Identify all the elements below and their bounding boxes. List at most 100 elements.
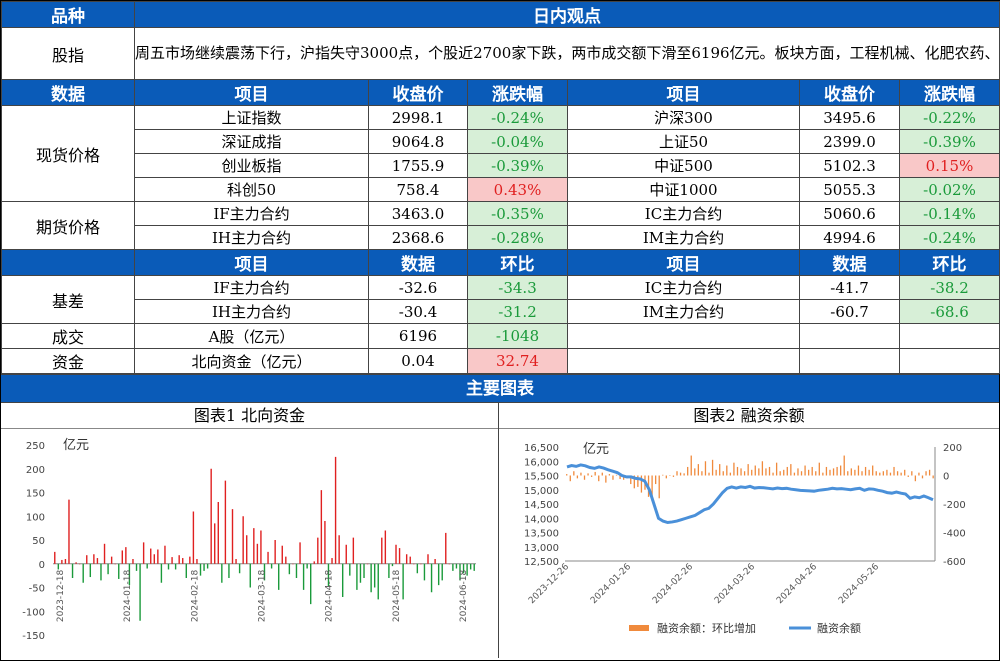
bar [875, 471, 877, 476]
table-row: 成交 A股（亿元） 6196 -1048 [1, 323, 1000, 349]
change-value: -0.24% [899, 225, 1000, 250]
bar [391, 563, 394, 567]
bar [786, 466, 788, 476]
bar [740, 468, 742, 476]
bar [829, 469, 831, 476]
bar [246, 535, 248, 564]
futures-label: 期货价格 [1, 201, 135, 250]
charts-row: 图表1 北向资金 亿元 250 200 150 100 50 0 -50 -100 -150 202… [1, 402, 999, 658]
basis-value: -32.6 [368, 275, 468, 300]
close-value: 758.4 [368, 177, 468, 202]
bar [711, 459, 714, 476]
bar [434, 559, 436, 564]
capital-name: 北向资金（亿元） [134, 348, 369, 374]
bar [441, 563, 443, 581]
y-tick-label: 0 [39, 560, 45, 571]
bar [569, 475, 571, 482]
bar [413, 563, 415, 565]
change-value: 0.43% [467, 177, 568, 202]
bar [918, 472, 920, 476]
bar [132, 559, 134, 564]
bar [455, 563, 458, 569]
x-tick-label: 2024-04-18 [325, 569, 335, 622]
bar [100, 563, 102, 581]
bar [690, 455, 692, 476]
close-header-left: 收盘价 [368, 79, 468, 106]
basis-value: -41.7 [799, 275, 900, 300]
bar [153, 554, 155, 564]
bar [726, 465, 728, 476]
table-row: 现货价格 上证指数 2998.1 -0.24% 沪深300 3495.6 -0.… [1, 105, 1000, 202]
bar [164, 545, 166, 564]
intraday-view-header: 日内观点 [134, 1, 1000, 28]
bar [363, 563, 365, 578]
basis-header-row: 项目 数据 环比 项目 数据 环比 [1, 249, 1000, 276]
close-value: 5102.3 [799, 153, 900, 178]
bar [189, 556, 191, 564]
bar [576, 475, 579, 479]
bar [580, 472, 582, 476]
bar [118, 563, 120, 579]
bar [448, 563, 451, 565]
bar [231, 509, 234, 564]
bar [93, 554, 95, 564]
bar [238, 563, 241, 574]
bar [911, 471, 913, 476]
close-header-right: 收盘价 [799, 79, 900, 106]
mom-value: -38.2 [899, 275, 1000, 300]
bar [249, 563, 251, 588]
bar [469, 563, 472, 570]
volume-value: 6196 [368, 323, 468, 349]
bar [622, 475, 625, 480]
bar [687, 466, 689, 476]
bar [761, 461, 764, 476]
left-y-tick-label: 14,500 [524, 500, 559, 511]
bar [256, 543, 259, 564]
right-y-tick-label: -600 [943, 557, 966, 568]
item-header-right: 项目 [567, 79, 800, 106]
y-tick-label: 100 [26, 512, 45, 523]
contract-name: IH主力合约 [134, 225, 369, 250]
chart-title: 图表2 融资余额 [499, 403, 999, 429]
bar [818, 462, 820, 476]
bar [669, 475, 671, 476]
mom-header-left: 环比 [467, 249, 568, 276]
bar [651, 475, 653, 502]
bar [872, 465, 874, 476]
table-row: IH主力合约 -30.4 -31.2 IM主力合约 -60.7 -68.6 [2, 299, 1000, 324]
bar [612, 475, 614, 480]
index-name: 中证500 [567, 153, 800, 178]
bar [793, 472, 796, 476]
bar [445, 532, 447, 564]
capital-change: 32.74 [467, 348, 568, 374]
bar [904, 469, 906, 476]
bar [75, 562, 77, 564]
bar [185, 563, 187, 578]
x-tick-label: 2024-01-26 [589, 562, 633, 606]
table-row: 资金 北向资金（亿元） 0.04 32.74 [1, 348, 1000, 374]
bar [928, 469, 931, 476]
legend-swatch [629, 625, 649, 631]
bar [672, 475, 675, 477]
bar [206, 563, 209, 569]
bar [704, 461, 707, 476]
bar [914, 475, 917, 482]
index-name: 深证成指 [134, 129, 369, 154]
change-value: -0.24% [467, 105, 568, 130]
table-row: IH主力合约 2368.6 -0.28% IM主力合约 4994.6 -0.24… [2, 225, 1000, 250]
bar [630, 475, 632, 485]
bar [160, 563, 163, 583]
bar [167, 563, 170, 570]
y-axis-unit: 亿元 [63, 438, 89, 453]
blank-header [1, 249, 135, 276]
close-value: 2399.0 [799, 129, 900, 154]
basis-value: -30.4 [368, 299, 468, 324]
bar [228, 563, 230, 578]
bar [566, 474, 568, 476]
bar [381, 537, 383, 564]
bar [882, 471, 884, 476]
change-value: -0.39% [899, 129, 1000, 154]
bar [128, 563, 131, 586]
bar [146, 563, 148, 569]
bar [345, 544, 347, 564]
